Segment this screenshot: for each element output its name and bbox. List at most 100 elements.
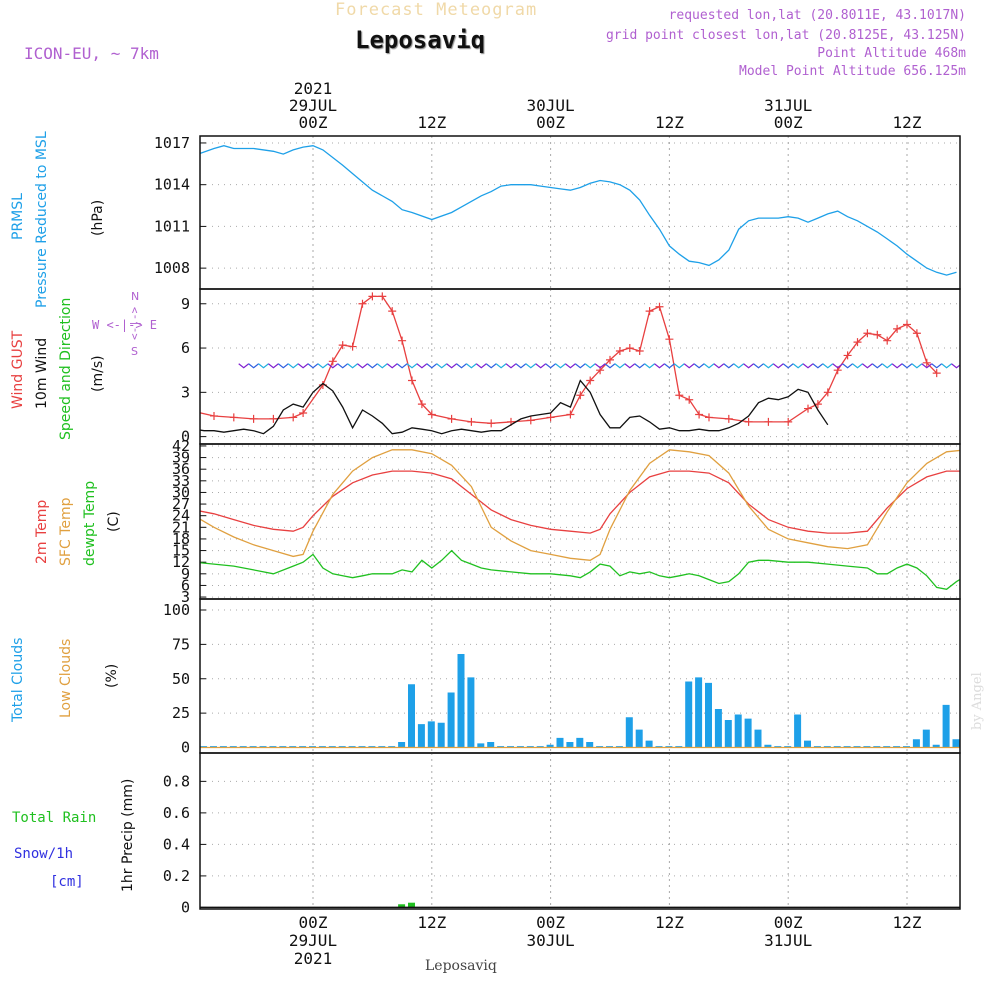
bar-clouds [912, 739, 920, 748]
wind-arrow [644, 363, 655, 369]
snow-label: Snow/1h [14, 846, 74, 862]
wind-arrow [881, 363, 893, 369]
series-line-temperature-1 [200, 449, 960, 561]
gust-point [170, 399, 178, 407]
bar-clouds [487, 742, 495, 748]
bar-clouds [121, 672, 128, 748]
bar-clouds [279, 746, 287, 748]
panel-frame-precip [199, 752, 961, 910]
bar-clouds [833, 746, 841, 748]
bar-clouds [477, 743, 485, 748]
gust-point [566, 410, 575, 419]
time-label-top: 12Z [893, 113, 922, 132]
bar-clouds [843, 746, 851, 748]
ytick-label-precip: 0.2 [163, 867, 190, 885]
wind-arrow [941, 363, 952, 369]
wind-arrow [446, 363, 457, 369]
wind-arrow [931, 363, 943, 369]
ytick-label-pressure: 1014 [154, 176, 190, 194]
gust-point [141, 344, 149, 352]
bar-clouds [437, 722, 445, 748]
wind-arrow [733, 363, 745, 369]
wind-arrow [842, 363, 853, 369]
compass-we: W <-|-> E [92, 318, 158, 332]
gust-point [606, 355, 614, 364]
time-label-bottom: 00Z [536, 913, 565, 932]
bar-precip [408, 902, 415, 908]
bar-clouds [378, 746, 386, 748]
gust-point [685, 395, 694, 404]
gust-point [912, 329, 921, 338]
wind-arrow [624, 363, 636, 369]
gust-point [843, 351, 852, 360]
time-label-bottom: 00Z [774, 913, 803, 932]
wind-arrow [525, 363, 537, 369]
bar-clouds [536, 746, 544, 748]
wind-arrow [555, 363, 566, 369]
bar-clouds [269, 746, 277, 748]
wind-arrow [743, 363, 754, 369]
bar-clouds [823, 746, 831, 748]
ytick-label-pressure: 1011 [154, 217, 190, 235]
wind-arrow [763, 363, 774, 369]
wind-arrow [277, 363, 289, 369]
wind-arrow [723, 363, 735, 369]
gust-point [863, 329, 872, 338]
bar-clouds [249, 746, 257, 748]
bar-clouds [170, 746, 177, 747]
bar-clouds [932, 744, 940, 748]
bar-clouds [705, 682, 712, 748]
gust-point [229, 413, 238, 422]
ytick-label-temperature: 21 [172, 518, 190, 536]
wind-arrow [396, 363, 408, 369]
compass-s: S [131, 345, 138, 358]
bar-clouds [408, 684, 415, 748]
gust-point [932, 369, 941, 378]
series-group-precip [200, 902, 960, 909]
gust-point [328, 357, 337, 366]
ytick-label-wind: 3 [181, 383, 190, 401]
gust-point [427, 410, 436, 419]
gust-point [883, 336, 892, 345]
bar-clouds [724, 720, 732, 748]
bar-clouds [200, 746, 208, 748]
wind-arrow [367, 363, 378, 369]
bar-clouds [863, 746, 871, 748]
bar-clouds [635, 729, 643, 748]
panel-frame-pressure [199, 135, 961, 290]
wind-arrow [436, 363, 448, 369]
bar-clouds [794, 714, 802, 748]
bar-clouds [665, 746, 673, 748]
time-label-top: 00Z [299, 113, 328, 132]
point-altitude: Point Altitude 468m [817, 46, 966, 61]
gust-point [348, 342, 357, 351]
wind-arrow [268, 363, 279, 369]
wind-arrow [614, 363, 626, 369]
series-group-wind [141, 292, 960, 435]
wind-arrow [376, 363, 388, 369]
wind-arrow [337, 363, 349, 369]
wind-arrow [297, 363, 309, 369]
bar-clouds [131, 716, 138, 748]
bar-clouds [893, 746, 901, 748]
gust-point [398, 336, 407, 345]
wind-arrow [406, 363, 418, 369]
gust-point [804, 404, 812, 413]
compass-n: N [131, 290, 140, 303]
gust-point [823, 388, 832, 397]
series-group-temperature [200, 449, 960, 590]
wind-arrow [466, 363, 477, 369]
wind-arrow [495, 363, 507, 369]
bar-clouds [714, 709, 722, 748]
series-group-clouds [121, 654, 960, 749]
bar-clouds [853, 746, 861, 748]
gust-point [249, 414, 258, 423]
bar-clouds [259, 746, 267, 748]
time-label-top: 12Z [655, 113, 684, 132]
bar-clouds [615, 746, 623, 748]
wind-arrow [921, 363, 933, 369]
wind-arrow [852, 363, 863, 369]
bar-clouds [685, 681, 693, 748]
gust-point [744, 417, 753, 426]
